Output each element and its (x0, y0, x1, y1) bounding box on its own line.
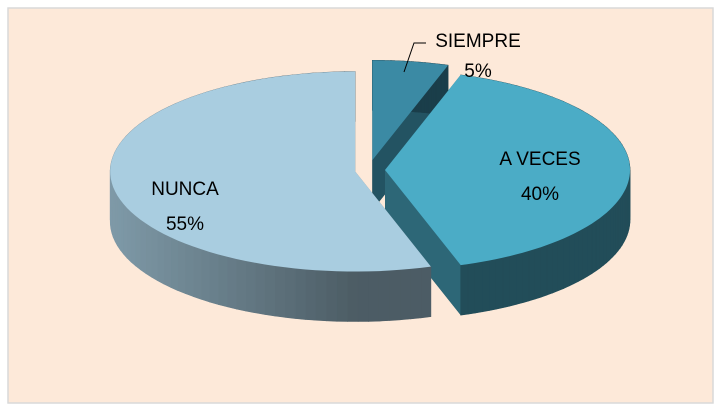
data-label-value: 5% (464, 61, 492, 82)
slice-wall (540, 244, 548, 298)
slice-wall (284, 266, 296, 319)
slice-wall (326, 270, 338, 322)
slice (372, 60, 449, 161)
pie (109, 59, 631, 322)
slice-wall (151, 226, 158, 282)
slice-wall (368, 270, 380, 322)
leader-line (403, 42, 426, 73)
slice-wall (347, 271, 359, 322)
slice-wall (218, 254, 228, 308)
slice-wall (573, 230, 579, 285)
slice-wall (568, 233, 575, 287)
slice-wall (274, 265, 286, 318)
slice-wall (617, 197, 621, 252)
slice-wall (488, 258, 497, 311)
slice-wall (534, 246, 542, 300)
slice-wall (140, 219, 147, 274)
slice (385, 74, 630, 266)
slice-wall (467, 262, 476, 315)
slice-wall (557, 238, 564, 292)
slice-wall (582, 225, 588, 280)
data-label-value: 40% (521, 184, 559, 205)
data-label-value: 55% (166, 214, 204, 235)
slice-wall (209, 251, 219, 305)
slice-wall (410, 267, 422, 320)
slice-wall (502, 255, 511, 308)
slice-wall (236, 258, 246, 312)
slice-wall (515, 252, 524, 305)
slice-wall (135, 215, 141, 271)
slice-wall (226, 256, 237, 310)
slice-wall (177, 240, 186, 295)
slice-wall (578, 228, 584, 282)
data-label-category: A VECES (499, 149, 580, 170)
slice-wall (130, 211, 136, 267)
slice (110, 71, 431, 272)
slice-wall (420, 266, 432, 319)
slice-wall (185, 243, 194, 297)
slice-wall (264, 264, 276, 317)
slice-wall (606, 209, 611, 264)
slice-wall (587, 223, 593, 277)
slice-wall (552, 240, 559, 294)
slice-wall (305, 269, 317, 321)
slice-wall (474, 261, 483, 314)
slice-wall (595, 217, 601, 272)
slice-wall (245, 260, 256, 314)
slice-wall (495, 257, 504, 310)
slice-wall (563, 235, 570, 289)
slice-wall (157, 230, 165, 285)
slice-wall (201, 248, 210, 303)
slice-wall (612, 203, 616, 258)
slice-wall (163, 233, 172, 288)
slice-wall (145, 222, 152, 278)
slice-wall (522, 250, 530, 304)
slice-wall (126, 207, 132, 263)
slice-wall (315, 269, 327, 322)
slice-wall (599, 214, 604, 269)
slice-wall (119, 198, 124, 255)
slice-wall (294, 268, 306, 320)
slice-wall (389, 269, 401, 321)
slice-wall (336, 270, 348, 322)
labels: SIEMPRE 5% A VECES 40% NUNCA 55% (151, 31, 580, 235)
slice-wall (509, 254, 517, 307)
slice-wall (528, 248, 536, 302)
slice-wall (123, 203, 128, 259)
slice-wall (615, 200, 619, 255)
slice-wall (399, 268, 411, 321)
slice-wall (170, 236, 179, 292)
slice-wall (254, 262, 266, 315)
data-label-category: SIEMPRE (435, 31, 521, 52)
slice-wall (546, 242, 554, 296)
slice-wall (357, 271, 369, 322)
slice-wall (460, 263, 469, 316)
slice-wall (481, 260, 490, 313)
slice-wall (591, 220, 597, 275)
slice-wall (192, 246, 202, 300)
slice-wall (117, 194, 121, 251)
slice-wall (609, 206, 614, 261)
slice-side (385, 170, 461, 316)
slice-wall (602, 211, 608, 267)
slice-wall (378, 270, 391, 322)
data-label-category: NUNCA (151, 179, 219, 200)
